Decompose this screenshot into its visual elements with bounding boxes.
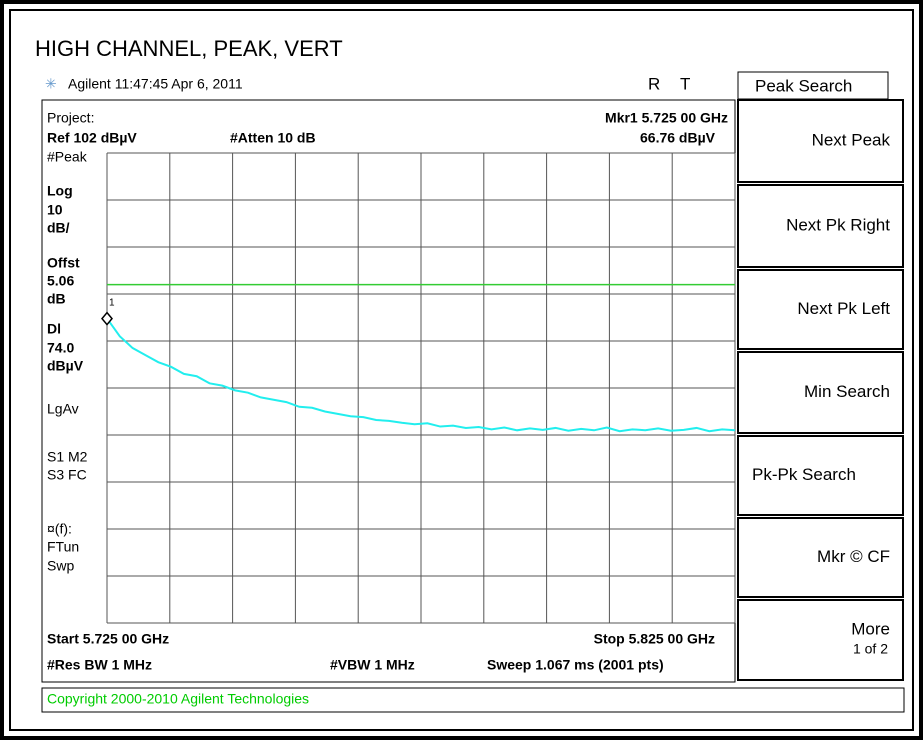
softkey[interactable] — [737, 184, 904, 268]
status: Agilent 11:47:45 Apr 6, 2011 — [68, 76, 243, 92]
flag: R — [648, 74, 660, 93]
softkey-label[interactable]: Next Pk Left — [797, 299, 890, 318]
softkey-label[interactable]: Pk-Pk Search — [752, 465, 856, 484]
side-label: S3 FC — [47, 467, 87, 483]
softkey-sublabel[interactable]: 1 of 2 — [853, 641, 888, 657]
softkey-label[interactable]: Min Search — [804, 382, 890, 401]
softkey[interactable] — [737, 599, 904, 681]
label: Start 5.725 00 GHz — [47, 631, 169, 647]
flag: T — [680, 74, 690, 93]
inner-frame — [9, 9, 914, 731]
side-label: S1 M2 — [47, 449, 88, 465]
softkey-label[interactable]: Mkr © CF — [817, 547, 890, 566]
softkey[interactable] — [737, 351, 904, 434]
side-label: dB — [47, 291, 66, 307]
softkey[interactable] — [737, 269, 904, 350]
screen — [41, 99, 736, 683]
label: Mkr1 5.725 00 GHz — [605, 110, 728, 126]
side-label: LgAv — [47, 401, 79, 417]
side-label: 10 — [47, 202, 63, 218]
label: 66.76 dBµV — [640, 130, 716, 146]
label: Sweep 1.067 ms (2001 pts) — [487, 657, 664, 673]
label: Project: — [47, 110, 94, 126]
softkey-label[interactable]: Next Peak — [812, 130, 891, 149]
label: Ref 102 dBµV — [47, 130, 137, 146]
side-label: ¤(f): — [47, 521, 72, 537]
side-label: Offst — [47, 255, 80, 271]
side-label: FTun — [47, 539, 79, 555]
label: #VBW 1 MHz — [330, 657, 415, 673]
title: HIGH CHANNEL, PEAK, VERT — [35, 36, 343, 61]
side-label: dB/ — [47, 220, 70, 236]
softkey-label[interactable]: More — [851, 619, 890, 638]
side-label: dBµV — [47, 358, 84, 374]
side-label: 74.0 — [47, 340, 74, 356]
logo: ✳ — [45, 76, 57, 92]
menu-title: Peak Search — [755, 76, 852, 95]
trace — [106, 317, 736, 433]
status-bar — [41, 687, 905, 713]
softkey-label[interactable]: Next Pk Right — [786, 215, 890, 234]
copyright: Copyright 2000-2010 Agilent Technologies — [47, 691, 309, 707]
side-label: Log — [47, 183, 73, 199]
softkey[interactable] — [737, 99, 904, 183]
label: #Res BW 1 MHz — [47, 657, 152, 673]
label: Stop 5.825 00 GHz — [594, 631, 715, 647]
side-label: #Peak — [47, 149, 88, 165]
side-label: Swp — [47, 558, 74, 574]
softkey[interactable] — [737, 435, 904, 516]
side-label: 5.06 — [47, 273, 74, 289]
menu-title-box — [737, 71, 889, 100]
label: #Atten 10 dB — [230, 130, 316, 146]
softkey[interactable] — [737, 517, 904, 598]
marker-label: 1 — [109, 297, 115, 308]
marker — [101, 311, 113, 326]
side-label: Dl — [47, 321, 61, 337]
